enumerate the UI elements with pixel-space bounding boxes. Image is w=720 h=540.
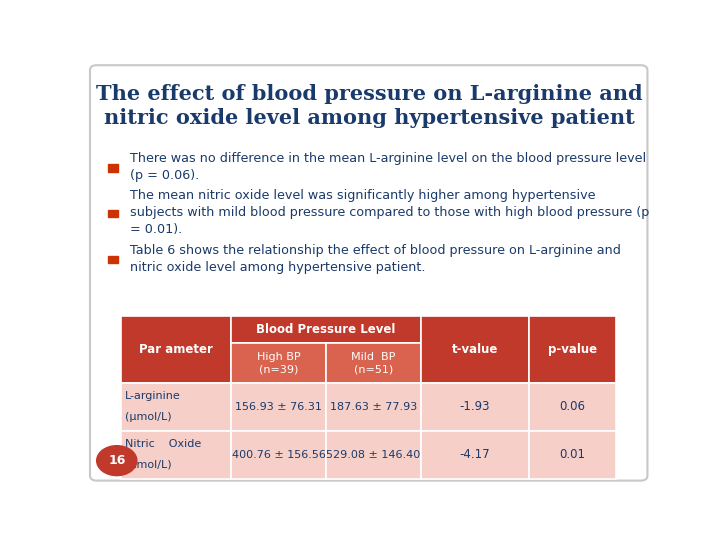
Bar bbox=[121, 431, 231, 478]
Bar bbox=[528, 431, 616, 478]
Text: The effect of blood pressure on L-arginine and: The effect of blood pressure on L-argini… bbox=[96, 84, 642, 104]
Text: 0.01: 0.01 bbox=[559, 448, 585, 461]
Bar bbox=[231, 343, 326, 383]
Bar bbox=[326, 431, 421, 478]
Bar bbox=[326, 343, 421, 383]
Text: 16: 16 bbox=[108, 454, 125, 467]
Bar bbox=[108, 164, 118, 172]
Text: Table 6 shows the relationship the effect of blood pressure on L-arginine and
ni: Table 6 shows the relationship the effec… bbox=[130, 244, 621, 274]
Text: Par ameter: Par ameter bbox=[139, 343, 213, 356]
Text: (μmol/L): (μmol/L) bbox=[125, 460, 172, 470]
Bar bbox=[528, 316, 616, 383]
Bar bbox=[121, 383, 231, 431]
Bar bbox=[421, 316, 528, 383]
Text: t-value: t-value bbox=[451, 343, 498, 356]
Text: 156.93 ± 76.31: 156.93 ± 76.31 bbox=[235, 402, 322, 412]
Bar bbox=[326, 383, 421, 431]
Bar bbox=[231, 316, 421, 343]
Text: L-arginine: L-arginine bbox=[125, 392, 181, 401]
Bar bbox=[421, 383, 528, 431]
Bar bbox=[421, 431, 528, 478]
Text: (μmol/L): (μmol/L) bbox=[125, 413, 172, 422]
Bar bbox=[231, 431, 326, 478]
Bar bbox=[108, 255, 118, 263]
Bar bbox=[121, 316, 231, 383]
Text: nitric oxide level among hypertensive patient: nitric oxide level among hypertensive pa… bbox=[104, 109, 634, 129]
Text: -1.93: -1.93 bbox=[459, 400, 490, 413]
FancyBboxPatch shape bbox=[90, 65, 647, 481]
Text: -4.17: -4.17 bbox=[459, 448, 490, 461]
Text: 187.63 ± 77.93: 187.63 ± 77.93 bbox=[330, 402, 417, 412]
Text: The mean nitric oxide level was significantly higher among hypertensive
subjects: The mean nitric oxide level was signific… bbox=[130, 190, 649, 237]
Text: 529.08 ± 146.40: 529.08 ± 146.40 bbox=[326, 450, 420, 460]
Text: 400.76 ± 156.56: 400.76 ± 156.56 bbox=[232, 450, 325, 460]
Bar bbox=[231, 383, 326, 431]
Text: Blood Pressure Level: Blood Pressure Level bbox=[256, 323, 396, 336]
Text: Nitric    Oxide: Nitric Oxide bbox=[125, 439, 202, 449]
Text: There was no difference in the mean L-arginine level on the blood pressure level: There was no difference in the mean L-ar… bbox=[130, 152, 647, 182]
Text: High BP
(n=39): High BP (n=39) bbox=[257, 352, 300, 374]
Bar bbox=[108, 210, 118, 218]
Text: p-value: p-value bbox=[548, 343, 597, 356]
Text: Mild  BP
(n=51): Mild BP (n=51) bbox=[351, 352, 396, 374]
Bar bbox=[528, 383, 616, 431]
Text: 0.06: 0.06 bbox=[559, 400, 585, 413]
Circle shape bbox=[96, 446, 137, 476]
